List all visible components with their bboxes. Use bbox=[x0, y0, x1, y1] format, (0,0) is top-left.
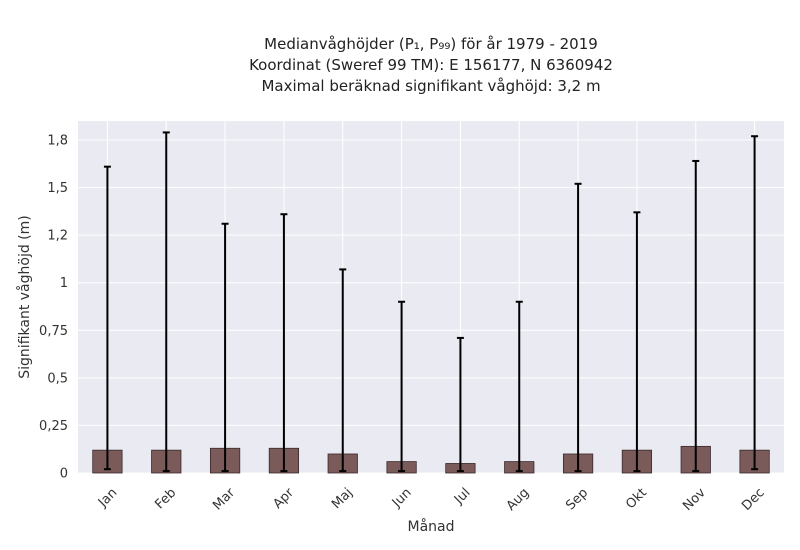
y-tick-label: 0,75 bbox=[39, 324, 68, 339]
x-tick-label-sep: Sep bbox=[563, 485, 591, 513]
x-tick-label-nov: Nov bbox=[680, 485, 709, 514]
x-tick-label-jan: Jan bbox=[95, 485, 120, 510]
x-tick-label-mar: Mar bbox=[210, 485, 238, 513]
x-tick-label-dec: Dec bbox=[739, 485, 767, 513]
error-bars bbox=[103, 131, 759, 473]
y-tick-label: 1,2 bbox=[47, 229, 68, 244]
chart-title-line-2: Koordinat (Sweref 99 TM): E 156177, N 63… bbox=[249, 56, 613, 74]
x-tick-label-jul: Jul bbox=[451, 485, 473, 507]
y-tick-labels: 0 0,25 0,5 0,75 1 1,2 1,5 1,8 bbox=[39, 134, 68, 482]
chart-title: Medianvåghöjder (P₁, P₉₉) för år 1979 - … bbox=[231, 34, 631, 97]
y-tick-label: 1,8 bbox=[47, 134, 68, 149]
x-tick-labels: Jan Feb Mar Apr Maj Jun Jul Aug Sep Okt Nov Dec bbox=[95, 485, 768, 514]
x-axis-label: Månad bbox=[408, 518, 455, 535]
x-tick-label-jun: Jun bbox=[389, 485, 415, 511]
y-tick-label: 0 bbox=[60, 467, 68, 482]
x-tick-label-aug: Aug bbox=[504, 485, 533, 514]
y-tick-label: 1,5 bbox=[47, 181, 68, 196]
y-tick-label: 0,25 bbox=[39, 419, 68, 434]
y-tick-label: 0,5 bbox=[47, 371, 68, 386]
y-tick-label: 1 bbox=[60, 276, 68, 291]
x-tick-label-apr: Apr bbox=[270, 485, 297, 512]
chart-title-line-1: Medianvåghöjder (P₁, P₉₉) för år 1979 - … bbox=[264, 35, 598, 53]
x-tick-label-maj: Maj bbox=[329, 485, 356, 512]
chart-title-line-3: Maximal beräknad signifikant våghöjd: 3,… bbox=[261, 77, 601, 95]
x-tick-label-okt: Okt bbox=[623, 485, 650, 512]
plot-area bbox=[78, 121, 784, 473]
y-axis-label: Signifikant våghöjd (m) bbox=[16, 215, 33, 378]
x-tick-label-feb: Feb bbox=[152, 485, 179, 512]
